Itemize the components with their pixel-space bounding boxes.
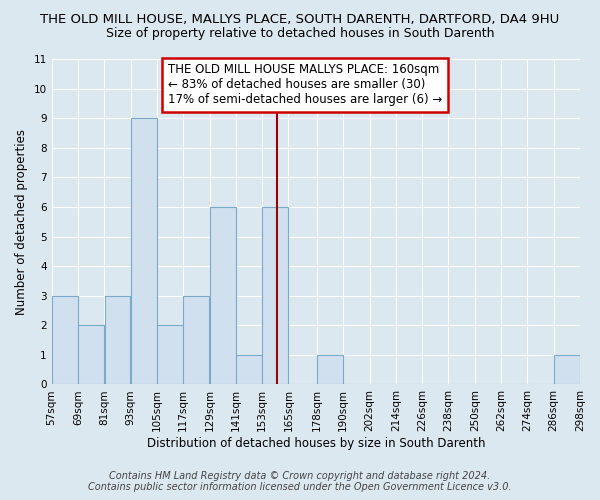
Bar <box>131 118 157 384</box>
Bar <box>262 207 288 384</box>
Bar <box>236 355 262 384</box>
Bar <box>157 326 183 384</box>
Bar <box>554 355 580 384</box>
Text: Size of property relative to detached houses in South Darenth: Size of property relative to detached ho… <box>106 28 494 40</box>
Bar <box>52 296 78 384</box>
Bar <box>317 355 343 384</box>
Y-axis label: Number of detached properties: Number of detached properties <box>15 128 28 314</box>
Bar <box>184 296 209 384</box>
Text: THE OLD MILL HOUSE MALLYS PLACE: 160sqm
← 83% of detached houses are smaller (30: THE OLD MILL HOUSE MALLYS PLACE: 160sqm … <box>168 64 442 106</box>
Text: Contains HM Land Registry data © Crown copyright and database right 2024.
Contai: Contains HM Land Registry data © Crown c… <box>88 471 512 492</box>
X-axis label: Distribution of detached houses by size in South Darenth: Distribution of detached houses by size … <box>146 437 485 450</box>
Text: THE OLD MILL HOUSE, MALLYS PLACE, SOUTH DARENTH, DARTFORD, DA4 9HU: THE OLD MILL HOUSE, MALLYS PLACE, SOUTH … <box>40 12 560 26</box>
Bar <box>210 207 236 384</box>
Bar <box>78 326 104 384</box>
Bar <box>104 296 130 384</box>
